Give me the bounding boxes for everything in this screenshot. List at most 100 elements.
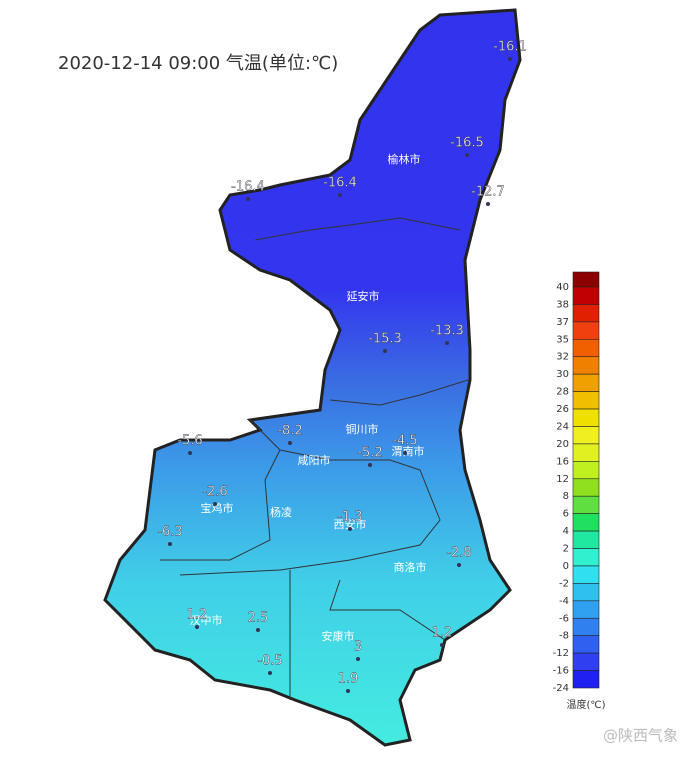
station-value: -5.2: [357, 446, 382, 461]
province-outline: [103, 8, 522, 747]
legend-swatch: [572, 304, 600, 323]
legend-label: -4: [559, 596, 569, 607]
legend-label: 0: [563, 561, 569, 572]
legend-label: 20: [556, 439, 569, 450]
legend-swatch: [572, 461, 600, 480]
legend-label: -16: [553, 666, 569, 677]
legend-label: 6: [563, 509, 569, 520]
legend-swatch: [572, 513, 600, 532]
legend-label: 12: [556, 474, 569, 485]
legend-swatch: [572, 600, 600, 619]
legend-label: 16: [556, 456, 569, 467]
legend-swatch: [572, 339, 600, 358]
legend-label: -2: [559, 578, 569, 589]
station-value: -16.4: [323, 176, 357, 191]
legend-label: -8: [559, 631, 569, 642]
station-value: 2.5: [248, 611, 269, 626]
station-dot: [348, 527, 352, 531]
station-value: -6.3: [157, 525, 182, 540]
station-dot: [445, 341, 449, 345]
station-dot: [356, 657, 360, 661]
legend-label: 2: [563, 544, 569, 555]
station-dot: [195, 625, 199, 629]
station-value: -2.6: [202, 485, 227, 500]
legend-label: 24: [556, 421, 569, 432]
city-label: 商洛市: [394, 560, 427, 574]
city-label: 延安市: [347, 289, 380, 303]
legend-label: -12: [553, 648, 569, 659]
station-dot: [440, 643, 444, 647]
station-dot: [486, 202, 490, 206]
station-dot: [338, 193, 342, 197]
legend-swatch: [572, 548, 600, 567]
legend-swatch: [572, 565, 600, 584]
city-label: 渭南市: [392, 444, 425, 458]
legend-swatch: [572, 443, 600, 462]
station-value: -12.7: [471, 185, 505, 200]
legend-label: -24: [553, 683, 569, 694]
station-value: -16.4: [231, 180, 265, 195]
station-dot: [188, 451, 192, 455]
station-dot: [457, 563, 461, 567]
city-label: 安康市: [322, 629, 355, 643]
station-dot: [403, 451, 407, 455]
city-label: 宝鸡市: [201, 501, 234, 515]
station-value: -1.3: [337, 510, 362, 525]
station-value: -16.1: [493, 40, 527, 55]
legend-swatch: [572, 408, 600, 427]
station-value: -13.3: [430, 324, 464, 339]
station-dot: [246, 197, 250, 201]
legend-swatch: [572, 617, 600, 636]
station-value: -8.2: [277, 424, 302, 439]
station-value: -16.5: [450, 136, 484, 151]
legend-label: 26: [556, 404, 569, 415]
legend-label: 40: [556, 282, 569, 293]
legend-label: 37: [556, 317, 569, 328]
station-dot: [368, 463, 372, 467]
legend-swatch: [572, 286, 600, 305]
legend-label: 28: [556, 387, 569, 398]
station-dot: [508, 57, 512, 61]
legend-swatch: [572, 652, 600, 671]
legend-swatch: [572, 495, 600, 514]
legend-swatch: [572, 373, 600, 392]
legend-swatch: [572, 426, 600, 445]
station-dot: [383, 349, 387, 353]
legend-swatch: [572, 271, 600, 288]
legend-label: 38: [556, 299, 569, 310]
city-label: 杨凌: [270, 505, 292, 519]
map-title: 2020-12-14 09:00 气温(单位:℃): [58, 53, 338, 74]
city-label: 西安市: [334, 517, 367, 531]
station-dot: [465, 153, 469, 157]
station-value: 1.2: [432, 626, 453, 641]
legend-label: 8: [563, 491, 569, 502]
legend-label: 32: [556, 352, 569, 363]
city-label: 铜川市: [346, 422, 379, 436]
station-dot: [213, 502, 217, 506]
legend-swatch: [572, 356, 600, 375]
station-dot: [168, 542, 172, 546]
station-value: -0.5: [257, 654, 282, 669]
station-value: -2.8: [446, 546, 471, 561]
station-dot: [346, 689, 350, 693]
station-dot: [268, 671, 272, 675]
watermark: @陕西气象: [603, 727, 678, 745]
legend-label: 35: [556, 334, 569, 345]
station-value: 1.9: [338, 672, 359, 687]
station-value: -15.3: [368, 332, 402, 347]
station-value: -5.6: [177, 434, 202, 449]
legend-label: 4: [563, 526, 569, 537]
legend-swatch: [572, 321, 600, 340]
station-dot: [256, 628, 260, 632]
legend-title: 温度(℃): [566, 698, 605, 711]
station-value: 1.2: [187, 608, 208, 623]
station-value: -4.5: [392, 434, 417, 449]
city-label: 榆林市: [388, 152, 421, 166]
city-label: 咸阳市: [298, 453, 331, 467]
legend-label: -6: [559, 613, 569, 624]
station-value: 3: [354, 640, 362, 655]
legend-swatch: [572, 670, 600, 689]
legend-swatch: [572, 635, 600, 654]
district-borders: [160, 217, 469, 700]
